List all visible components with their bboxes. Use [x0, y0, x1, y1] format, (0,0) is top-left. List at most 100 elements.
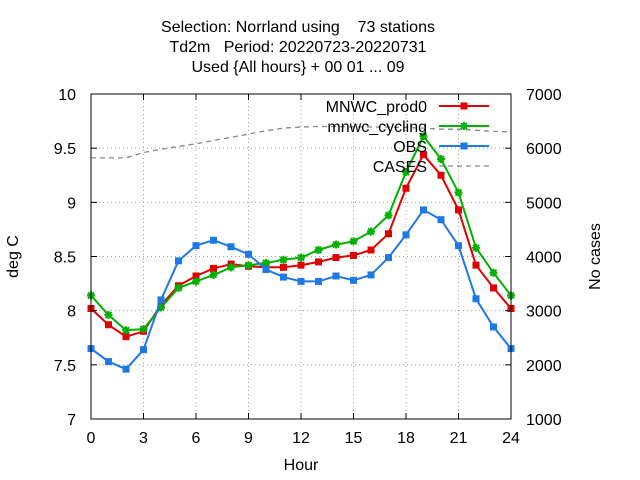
point-mnwc-prod0 [367, 246, 375, 254]
point-mnwc-cycling-d2 [314, 246, 323, 254]
y2-tick-label: 7000 [526, 87, 562, 104]
point-obs [402, 231, 410, 239]
series-line-obs [90, 208, 512, 371]
point-obs [297, 277, 305, 285]
x-tick-label: 15 [345, 430, 363, 447]
x-tick-label: 12 [292, 430, 310, 447]
point-mnwc-cycling [332, 240, 340, 249]
point-obs [437, 216, 445, 224]
point-obs [262, 266, 270, 273]
point-mnwc-prod0 [385, 230, 392, 238]
y-tick-label: 10 [58, 87, 76, 104]
legend: MNWC_prod0 mnwc_cycling OBS CASES [326, 99, 489, 176]
point-mnwc-prod0 [472, 261, 480, 269]
point-obs [122, 365, 130, 373]
point-obs [350, 276, 357, 284]
point-obs [490, 323, 497, 331]
chart-title: Selection: Norrland using 73 stations Td… [161, 19, 435, 76]
point-obs [332, 272, 340, 280]
x-tick-label: 9 [244, 430, 253, 447]
point-mnwc-prod0 [420, 151, 427, 159]
point-mnwc-prod0 [402, 184, 410, 192]
x-tick-label: 6 [192, 430, 201, 447]
series-layer [87, 125, 515, 373]
x-tick-label: 18 [397, 430, 415, 447]
x-tick-label: 3 [139, 430, 148, 447]
point-obs [420, 206, 427, 214]
title-line-1: Selection: Norrland using 73 stations [161, 19, 435, 36]
legend-marker-obs [460, 142, 468, 150]
point-mnwc-cycling-d2 [454, 188, 463, 197]
legend-marker-mnwc-cycling-d2 [460, 122, 468, 130]
y2-tick-label: 5000 [526, 195, 562, 212]
y-tick-label: 8.5 [54, 250, 76, 267]
point-obs [315, 277, 322, 285]
point-mnwc-cycling-d2 [279, 256, 288, 264]
y-tick-label: 9 [67, 195, 76, 212]
y-tick-label: 7.5 [54, 358, 76, 375]
y2-tick-label: 2000 [526, 358, 562, 375]
point-mnwc-prod0 [315, 258, 322, 266]
point-mnwc-cycling-d2 [227, 263, 235, 272]
point-mnwc-prod0 [105, 321, 112, 329]
point-mnwc-cycling [349, 237, 358, 246]
point-mnwc-cycling [192, 277, 200, 286]
point-mnwc-prod0 [490, 284, 497, 292]
point-mnwc-prod0 [280, 263, 287, 271]
point-mnwc-prod0 [122, 333, 130, 341]
point-mnwc-cycling-d2 [209, 271, 218, 279]
point-obs [192, 242, 200, 250]
point-mnwc-cycling-d2 [174, 284, 183, 292]
point-obs [245, 250, 252, 258]
point-mnwc-cycling [174, 283, 183, 292]
point-mnwc-cycling [244, 261, 253, 270]
legend-marker-mnwc-cycling [460, 122, 468, 130]
y2-tick-label: 3000 [526, 304, 562, 321]
axis-ticks: 0 3 6 9 12 15 18 21 24 7 7.5 8 8.5 9 9.5 10 1000 2000 3000… [54, 87, 562, 447]
point-mnwc-cycling-d2 [402, 168, 410, 176]
point-mnwc-cycling [104, 311, 113, 319]
point-mnwc-prod0 [455, 206, 462, 214]
point-mnwc-cycling-d2 [297, 253, 305, 262]
point-obs [140, 346, 147, 354]
legend-label-obs: OBS [393, 139, 427, 156]
point-mnwc-cycling [314, 246, 323, 254]
point-mnwc-cycling-d2 [332, 240, 340, 249]
point-obs [280, 273, 287, 281]
point-mnwc-cycling-d2 [157, 303, 165, 312]
point-mnwc-cycling [227, 263, 235, 272]
x-tick-label: 0 [87, 430, 96, 447]
point-mnwc-cycling [367, 227, 375, 236]
legend-label-mnwc-cycling: mnwc_cycling [327, 119, 427, 136]
legend-label-cases: CASES [373, 159, 427, 176]
point-mnwc-cycling-d2 [244, 261, 253, 269]
y-tick-label: 7 [67, 412, 76, 429]
point-mnwc-prod0 [437, 171, 445, 179]
point-mnwc-cycling [489, 268, 498, 277]
point-obs [105, 358, 112, 366]
point-mnwc-cycling [279, 255, 288, 264]
point-mnwc-cycling-d2 [384, 211, 393, 220]
point-mnwc-prod0 [210, 264, 217, 272]
series-obs [87, 206, 515, 373]
point-mnwc-cycling [384, 211, 393, 220]
y2-axis-label: No cases [587, 223, 604, 290]
series-cases [91, 125, 512, 159]
y2-tick-label: 6000 [526, 141, 562, 158]
point-mnwc-cycling-d2 [104, 311, 113, 319]
point-mnwc-cycling-d2 [437, 155, 445, 163]
point-mnwc-cycling-d2 [367, 227, 375, 236]
point-mnwc-prod0 [192, 272, 200, 280]
point-mnwc-prod0 [297, 261, 305, 269]
point-obs [210, 236, 217, 244]
point-mnwc-cycling [122, 326, 130, 335]
point-mnwc-prod0 [332, 254, 340, 262]
point-mnwc-cycling-d2 [262, 259, 270, 267]
title-line-3: Used {All hours} + 00 01 ... 09 [191, 59, 404, 76]
point-obs [472, 295, 480, 303]
title-line-2: Td2m Period: 20220723-20220731 [169, 39, 426, 56]
point-mnwc-cycling-d2 [192, 277, 200, 286]
point-mnwc-cycling-d2 [122, 326, 130, 334]
y-axis-label: deg C [5, 235, 22, 278]
